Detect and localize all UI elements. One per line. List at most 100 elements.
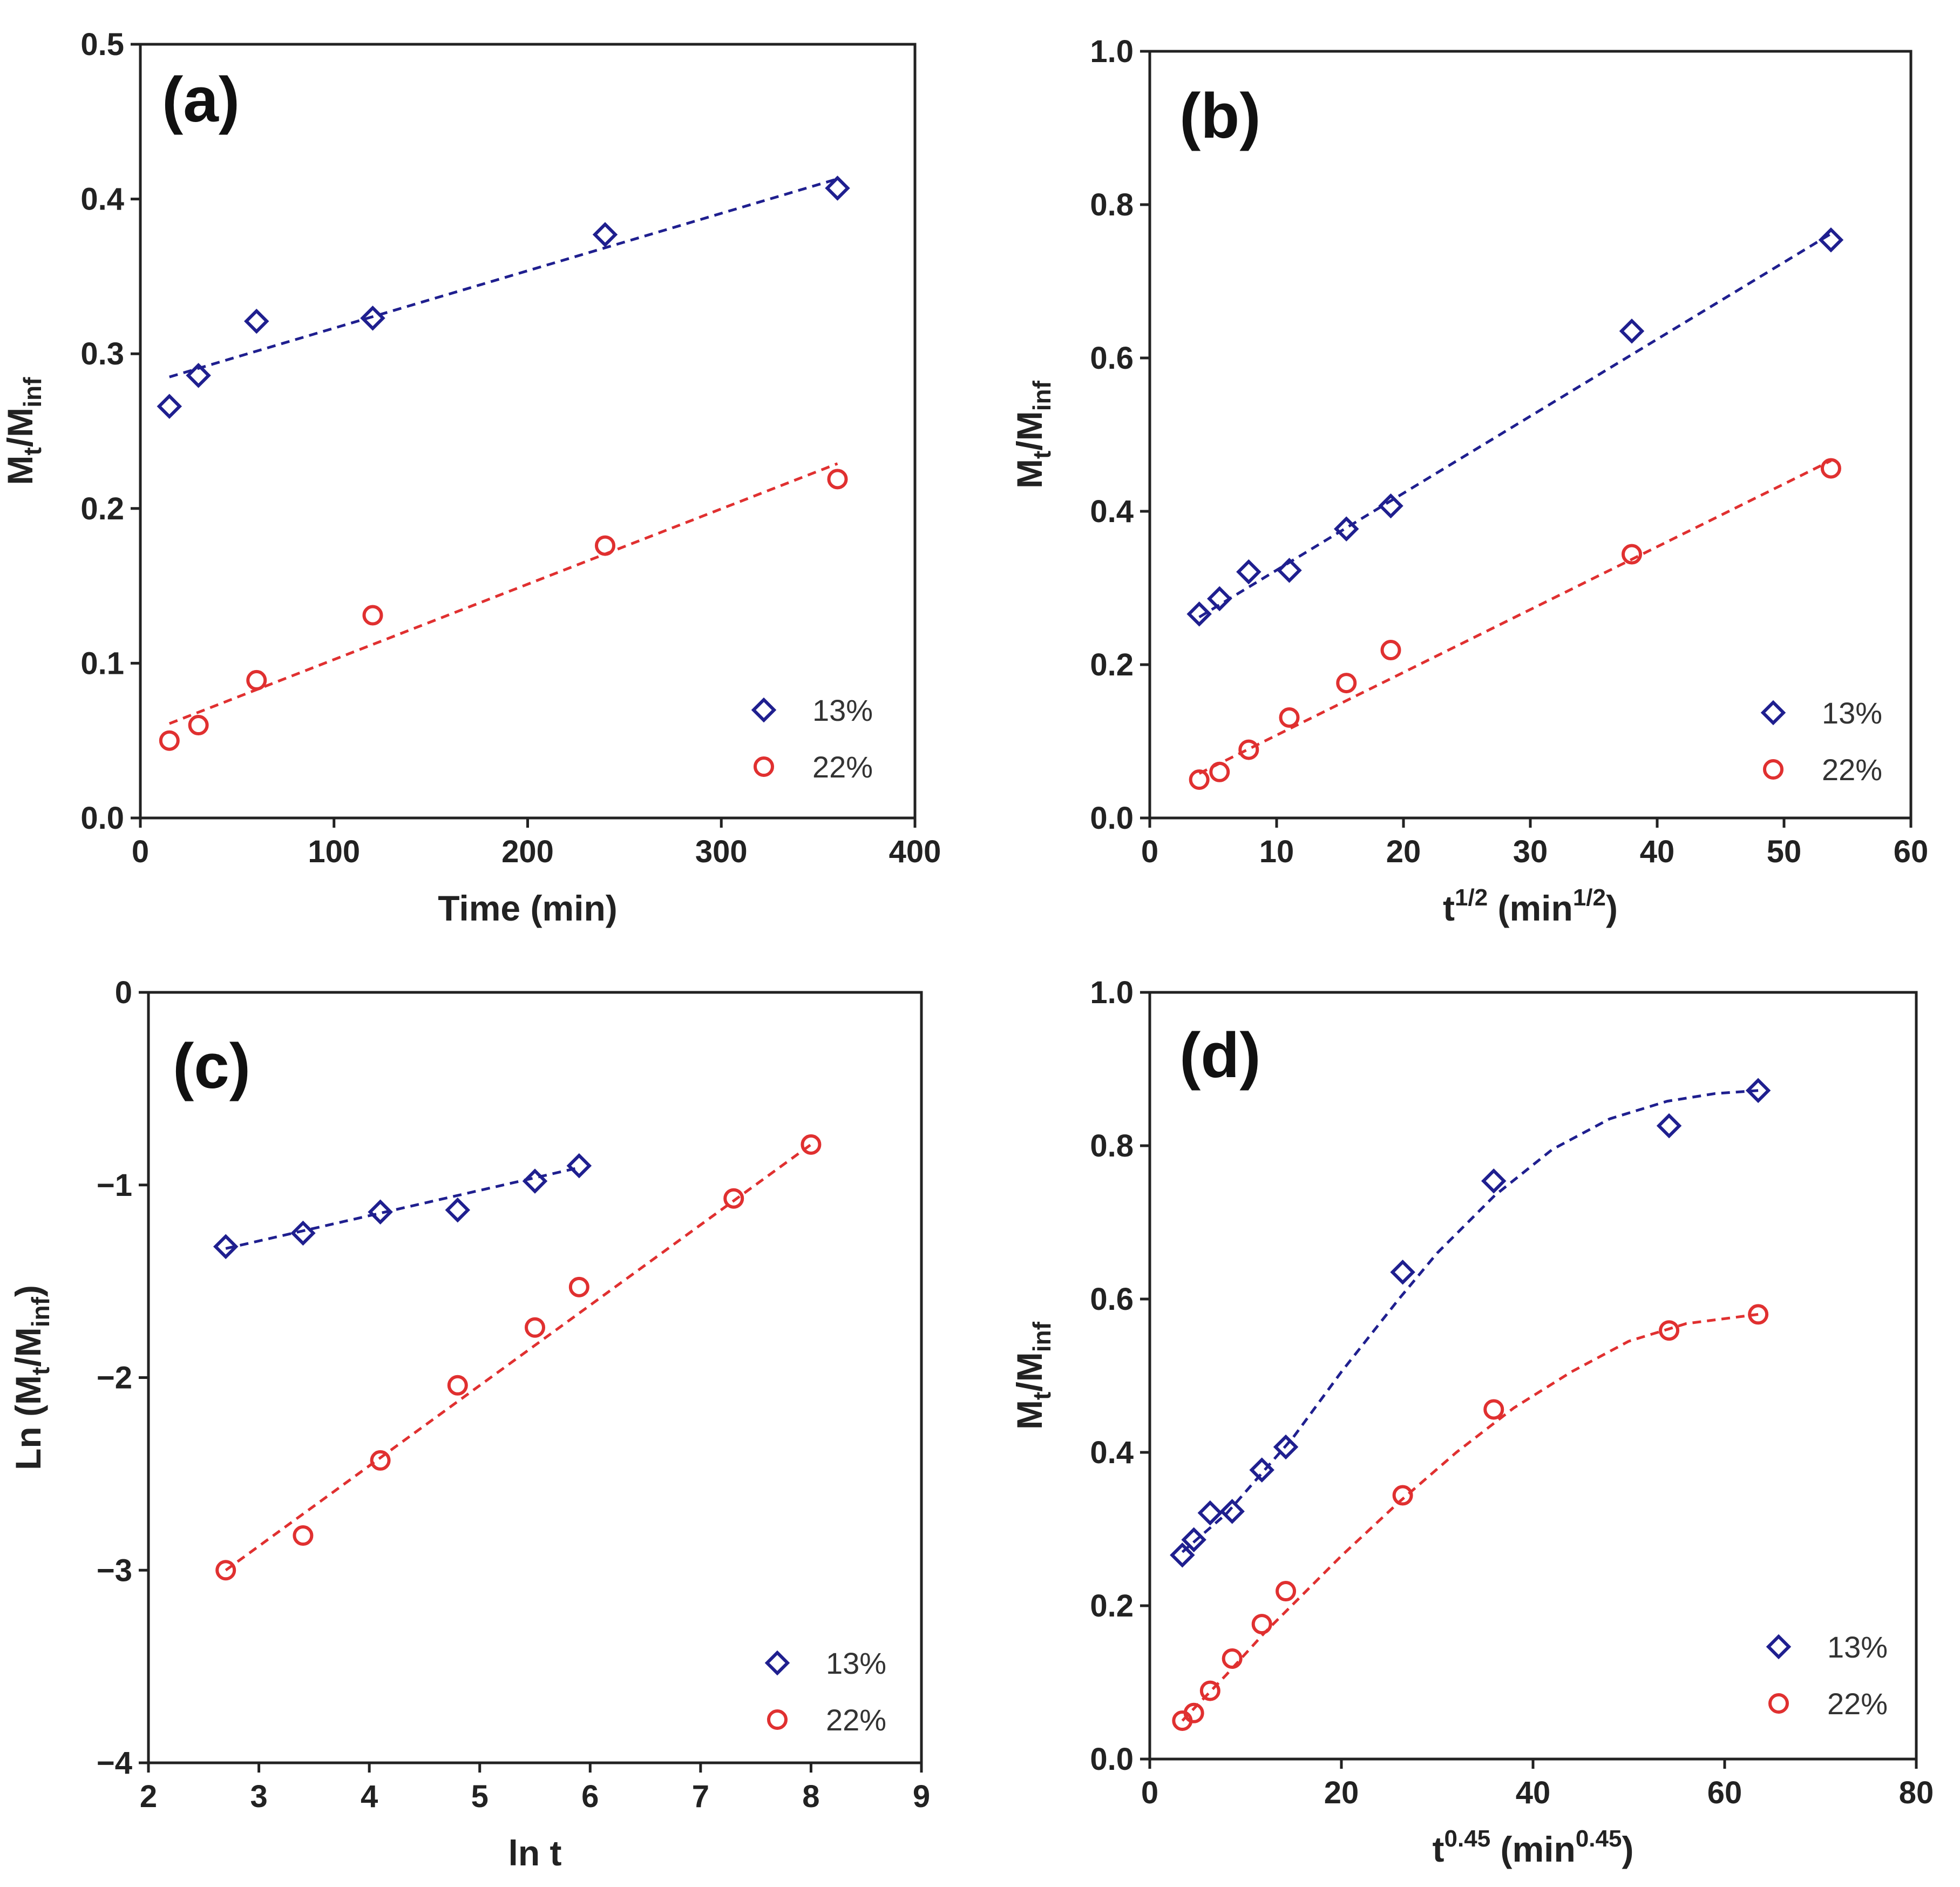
series-13pct-point-9: [1745, 1078, 1771, 1104]
series-13pct-point-3: [1277, 558, 1302, 583]
x-tick-label: 60: [1894, 834, 1929, 869]
series-13pct-point-7: [1481, 1168, 1507, 1194]
series-22pct-point-5: [1276, 1581, 1297, 1602]
panel-tag-c: (c): [173, 1031, 250, 1102]
y-tick-label: 0.0: [1090, 1742, 1134, 1777]
legend-series-13pct-label: 13%: [826, 1646, 886, 1680]
series-13pct-point-4: [1249, 1457, 1274, 1483]
series-22pct-point-6: [1392, 1485, 1413, 1506]
x-tick-label: 9: [913, 1779, 930, 1814]
x-tick-label: 3: [250, 1779, 267, 1814]
series-22pct-point-3: [1279, 707, 1300, 728]
series-22pct-point-5: [568, 1276, 589, 1297]
series-13pct-point-5: [1378, 493, 1403, 519]
series-22pct-point-0: [1189, 769, 1210, 790]
series-13pct-point-5: [1273, 1434, 1299, 1460]
series-22pct-point-7: [801, 1134, 822, 1155]
x-tick-label: 20: [1324, 1775, 1359, 1810]
panel-d: 0 20 40 60 80 0.0 0.2 0.4 0.6 0.8 1.0 t0.45 (min0.4…: [1009, 975, 1934, 1869]
series-13pct-point-4: [522, 1168, 548, 1194]
x-tick-label: 8: [802, 1779, 819, 1814]
y-tick-label: −4: [97, 1746, 132, 1781]
series-13pct-point-0: [157, 394, 182, 419]
series-22pct-point-2: [1199, 1680, 1220, 1701]
legend-series-22pct-label: 22%: [1822, 753, 1882, 787]
series-22pct-fit-line: [168, 462, 838, 725]
y-tick-label: 0.8: [1090, 187, 1134, 222]
x-tick-label: 0: [1141, 1775, 1158, 1810]
series-22pct-fit-line: [1198, 459, 1832, 775]
y-tick-label: 0.6: [1090, 1282, 1134, 1317]
legend-series-13pct-marker-point-0: [1760, 700, 1786, 726]
y-tick-label: 0.5: [80, 27, 124, 62]
y-tick-label: 0.2: [80, 491, 124, 526]
legend-series-22pct-marker-point-0: [754, 756, 774, 777]
x-tick-label: 40: [1640, 834, 1675, 869]
series-13pct-point-6: [1390, 1260, 1415, 1285]
y-tick-label: 0.4: [1090, 494, 1134, 529]
x-tick-label: 40: [1516, 1775, 1551, 1810]
series-13pct-point-0: [1186, 601, 1212, 627]
x-tick-label: 5: [471, 1779, 489, 1814]
panel-b: 0 10 20 30 40 50 60 0.0 0.2 0.4 0.6 0.8 1.0 t1/2 (min…: [1009, 34, 1928, 928]
legend-series-13pct-label: 13%: [1822, 696, 1882, 730]
y-axis-label: Ln (Mt/Minf): [8, 1285, 55, 1470]
panel-tag-b: (b): [1179, 80, 1261, 152]
series-22pct-point-9: [1748, 1304, 1769, 1325]
series-13pct-point-2: [1236, 559, 1262, 585]
panel-c: 2 3 4 5 6 7 8 9 −4 −3 −2 −1 0 ln t Ln (Mt/Minf) (c) 13% 2…: [8, 975, 930, 1873]
legend-series-13pct-marker-point-0: [751, 697, 777, 723]
series-22pct-point-4: [525, 1317, 545, 1338]
y-tick-label: 0.2: [1090, 647, 1134, 682]
legend-series-22pct-marker-point-0: [1768, 1693, 1789, 1714]
y-tick-label: 1.0: [1090, 34, 1134, 69]
y-axis-label: Mt/Minf: [1009, 1321, 1056, 1430]
series-22pct-point-0: [159, 730, 180, 751]
x-tick-label: 6: [581, 1779, 599, 1814]
series-22pct-point-1: [1183, 1702, 1204, 1723]
series-22pct-point-0: [215, 1560, 236, 1581]
x-tick-label: 60: [1707, 1775, 1742, 1810]
series-13pct-fit-line: [225, 1166, 580, 1250]
x-tick-label: 80: [1899, 1775, 1934, 1810]
panel-tag-a: (a): [162, 64, 240, 136]
x-axis-label: t0.45 (min0.45): [1433, 1825, 1634, 1869]
series-13pct-point-1: [1207, 586, 1232, 612]
x-tick-label: 200: [501, 834, 554, 869]
x-tick-label: 0: [1141, 834, 1158, 869]
series-13pct-point-2: [368, 1199, 393, 1225]
series-22pct-point-4: [1251, 1614, 1272, 1635]
series-13pct-point-6: [1619, 319, 1645, 344]
series-22pct-point-1: [293, 1525, 314, 1546]
series-22pct-point-5: [1380, 640, 1401, 661]
series-22pct-point-2: [246, 669, 267, 691]
x-tick-label: 2: [140, 1779, 157, 1814]
legend-series-13pct-marker-point-0: [764, 1650, 790, 1676]
x-axis-label: t1/2 (min1/2): [1443, 884, 1618, 928]
series-13pct-point-5: [825, 175, 850, 201]
x-tick-label: 20: [1386, 834, 1421, 869]
legend-series-22pct-marker-point-0: [1763, 759, 1783, 780]
x-axis-label: Time (min): [438, 888, 617, 928]
series-13pct-point-2: [1197, 1500, 1223, 1526]
series-13pct-point-3: [1219, 1499, 1245, 1524]
x-axis-label: ln t: [508, 1833, 562, 1873]
series-13pct-point-8: [1656, 1113, 1682, 1139]
x-tick-label: 100: [308, 834, 360, 869]
series-22pct-point-6: [723, 1188, 744, 1209]
x-tick-label: 50: [1767, 834, 1802, 869]
legend-series-22pct-label: 22%: [1827, 1687, 1888, 1721]
series-13pct-point-2: [244, 308, 269, 334]
y-tick-label: 0.1: [80, 646, 124, 681]
series-22pct-point-7: [1483, 1399, 1504, 1420]
y-tick-label: −1: [97, 1168, 132, 1203]
x-tick-label: 30: [1513, 834, 1548, 869]
y-tick-label: 0.8: [1090, 1128, 1134, 1164]
x-tick-label: 10: [1259, 834, 1294, 869]
legend-series-13pct-label: 13%: [812, 693, 873, 727]
panel-a: 0 100 200 300 400 0.0 0.1 0.2 0.3 0.4 0.5 Time (min…: [0, 27, 941, 928]
series-13pct-point-4: [1334, 516, 1359, 542]
x-tick-label: 300: [695, 834, 748, 869]
series-13pct-point-0: [1170, 1543, 1195, 1568]
